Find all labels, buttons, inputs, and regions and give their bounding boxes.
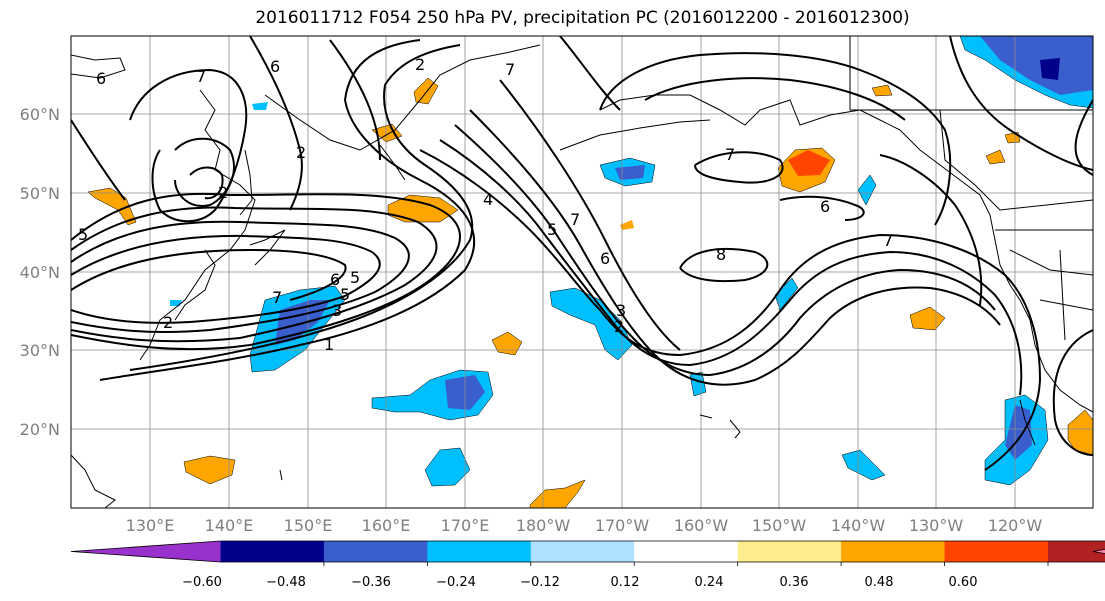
contour-label: 3 [616, 301, 626, 320]
lat-label: 40°N [20, 263, 60, 282]
neg-anomaly-east-pacific [774, 277, 799, 311]
lat-label: 50°N [20, 184, 60, 203]
contour-label: 3 [332, 301, 342, 320]
contour-label: 7 [196, 67, 206, 86]
map-border [70, 35, 1094, 509]
contour-labels: 6 7 6 2 7 2 2 5 4 5 7 6 7 8 6 7 6 5 7 3 … [78, 55, 893, 354]
colorbar-segment [323, 541, 428, 562]
coastlines [71, 36, 1093, 508]
lat-label: 60°N [20, 105, 60, 124]
pos-anomaly-south-pacific [529, 479, 586, 508]
pos-anomaly-mexico-east [1067, 409, 1093, 456]
colorbar-segment [841, 541, 946, 562]
contour-label: 8 [716, 245, 726, 264]
pos-anomaly-canada-small [871, 84, 893, 97]
neg-anomaly-canada-max [1040, 58, 1060, 80]
lon-label: 130°W [909, 516, 964, 535]
lat-label: 20°N [20, 420, 60, 439]
lon-label: 170°E [441, 516, 490, 535]
neg-anomaly-small-japan [170, 300, 182, 306]
contour-label: 2 [218, 183, 228, 202]
colorbar-segment [1048, 541, 1105, 562]
contour-label: 6 [600, 249, 610, 268]
colorbar-tick-label: 0.12 [611, 575, 640, 590]
colorbar-extend-max [1093, 549, 1105, 554]
lon-label: 180°W [516, 516, 571, 535]
colorbar [70, 540, 1105, 566]
lon-axis-labels: 130°E 140°E 150°E 160°E 170°E 180°W 170°… [126, 516, 1043, 535]
colorbar-tick-label: −0.48 [266, 575, 306, 590]
colorbar-segment [427, 541, 532, 562]
colorbar-outline [70, 540, 1105, 563]
lon-label: 150°E [284, 516, 333, 535]
lon-label: 170°W [595, 516, 650, 535]
map-title: 2016011712 F054 250 hPa PV, precipitatio… [255, 8, 910, 28]
contour-label: 7 [570, 210, 580, 229]
contour-label: 7 [725, 145, 735, 164]
colorbar-tick-label: 0.24 [695, 575, 724, 590]
colorbar-segment [634, 541, 739, 562]
contour-label: 5 [78, 225, 88, 244]
neg-anomaly-small-kamchatka [252, 102, 268, 110]
lon-label: 150°W [752, 516, 807, 535]
contour-label: 2 [614, 317, 624, 336]
contour-label: 2 [296, 143, 306, 162]
neg-anomaly-aleutian-core [615, 165, 645, 180]
pos-anomaly-gulf-ak-core [788, 150, 830, 176]
pv-contours [71, 36, 1093, 471]
contour-label: 6 [820, 197, 830, 216]
lon-label: 120°W [988, 516, 1043, 535]
lon-label: 160°W [674, 516, 729, 535]
colorbar-segment [530, 541, 635, 562]
pos-anomaly-bc [985, 149, 1006, 165]
lon-label: 140°W [831, 516, 886, 535]
colorbar-tick-label: −0.60 [182, 575, 222, 590]
contour-label: 1 [324, 335, 334, 354]
pos-anomaly-west-pacific [183, 455, 236, 485]
colorbar-segment [944, 541, 1049, 562]
contour-label: 6 [96, 69, 106, 88]
colorbar-tick-label: −0.12 [520, 575, 560, 590]
contour-label: 2 [163, 313, 173, 332]
contour-label: 4 [483, 190, 493, 209]
contour-label: 5 [350, 268, 360, 287]
lat-axis-labels: 20°N 30°N 40°N 50°N 60°N [20, 105, 60, 439]
colorbar-tick-label: 0.36 [780, 575, 809, 590]
lon-label: 160°E [362, 516, 411, 535]
contour-label: 6 [330, 270, 340, 289]
colorbar-extend-min [71, 541, 221, 562]
colorbar-tick-label: −0.36 [351, 575, 391, 590]
colorbar-segment [220, 541, 325, 562]
colorbar-tick-label: 0.48 [865, 575, 894, 590]
neg-anomaly-north-pacific-b [424, 447, 471, 487]
lon-label: 140°E [205, 516, 254, 535]
neg-anomaly-gulf-ak [857, 174, 877, 206]
neg-anomaly-canada-core [980, 36, 1093, 95]
lon-label: 130°E [126, 516, 175, 535]
contour-label: 7 [883, 231, 893, 250]
contour-label: 5 [340, 285, 350, 304]
neg-anomaly-hawaii [689, 371, 707, 397]
contour-label: 2 [415, 55, 425, 74]
contour-label: 5 [547, 220, 557, 239]
colorbar-tick-label: −0.24 [436, 575, 476, 590]
contour-label: 7 [505, 60, 515, 79]
neg-anomaly-hawaii-east [841, 449, 886, 481]
colorbar-segment [737, 541, 842, 562]
colorbar-tick-label: 0.60 [949, 575, 978, 590]
pos-anomaly-dateline-small [620, 220, 634, 230]
colorbar-labels: −0.60 −0.48 −0.36 −0.24 −0.12 0.12 0.24 … [182, 575, 977, 590]
lat-label: 30°N [20, 341, 60, 360]
contour-label: 6 [270, 57, 280, 76]
contour-label: 7 [272, 288, 282, 307]
